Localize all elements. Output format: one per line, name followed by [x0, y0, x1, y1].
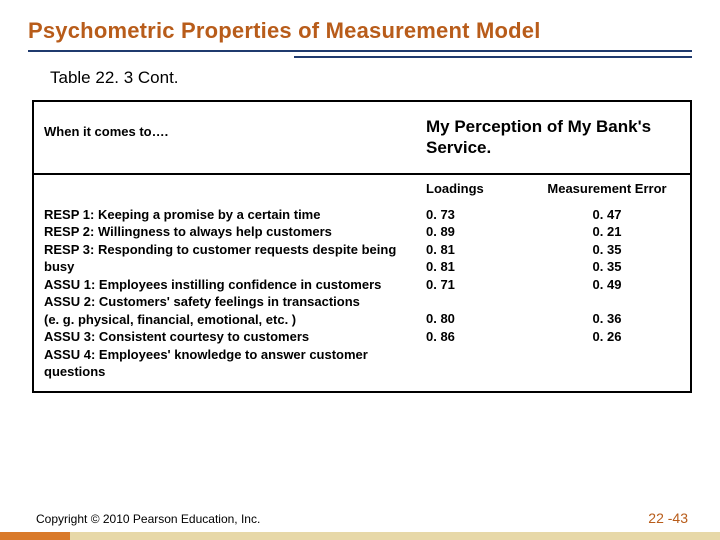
loadings-column: 0. 73 0. 89 0. 81 0. 81 0. 71 0. 80 0. 8…	[414, 206, 524, 381]
table-row: RESP 2: Willingness to always help custo…	[44, 223, 414, 241]
error-value: 0. 26	[524, 328, 690, 346]
table-body: RESP 1: Keeping a promise by a certain t…	[34, 204, 690, 391]
header-stem: When it comes to….	[34, 102, 414, 173]
table-row: ASSU 3: Consistent courtesy to customers	[44, 328, 414, 346]
error-value: 0. 21	[524, 223, 690, 241]
error-value: 0. 35	[524, 241, 690, 259]
table-row: ASSU 1: Employees instilling confidence …	[44, 276, 414, 294]
table-row: ASSU 4: Employees' knowledge to answer c…	[44, 346, 414, 381]
slide-footer: Copyright © 2010 Pearson Education, Inc.…	[0, 506, 720, 540]
header-perception: My Perception of My Bank's Service.	[414, 102, 690, 173]
table-row-note: (e. g. physical, financial, emotional, e…	[44, 311, 414, 329]
loading-value: 0. 89	[426, 223, 524, 241]
error-value: 0. 47	[524, 206, 690, 224]
slide: Psychometric Properties of Measurement M…	[0, 0, 720, 540]
loading-value: 0. 81	[426, 258, 524, 276]
table-header-row: When it comes to…. My Perception of My B…	[34, 102, 690, 175]
bottom-accent-strip	[0, 532, 720, 540]
table-caption: Table 22. 3 Cont.	[50, 68, 692, 88]
loading-value: 0. 73	[426, 206, 524, 224]
loading-value: 0. 86	[426, 328, 524, 346]
error-value: 0. 35	[524, 258, 690, 276]
data-table: When it comes to…. My Perception of My B…	[32, 100, 692, 393]
items-column: RESP 1: Keeping a promise by a certain t…	[34, 206, 414, 381]
col-loadings-header: Loadings	[414, 181, 524, 196]
table-row: RESP 1: Keeping a promise by a certain t…	[44, 206, 414, 224]
title-rule	[28, 50, 692, 60]
error-column: 0. 47 0. 21 0. 35 0. 35 0. 49 0. 36 0. 2…	[524, 206, 690, 381]
error-value: 0. 49	[524, 276, 690, 294]
col-error-header: Measurement Error	[524, 181, 690, 196]
table-row: ASSU 2: Customers' safety feelings in tr…	[44, 293, 414, 311]
error-value: 0. 36	[524, 310, 690, 328]
page-number: 22 -43	[648, 510, 688, 526]
loading-value: 0. 80	[426, 310, 524, 328]
loading-value: 0. 71	[426, 276, 524, 294]
table-subheader: Loadings Measurement Error	[34, 175, 690, 204]
table-row: RESP 3: Responding to customer requests …	[44, 241, 414, 276]
loading-value: 0. 81	[426, 241, 524, 259]
copyright-text: Copyright © 2010 Pearson Education, Inc.	[36, 512, 260, 526]
slide-title: Psychometric Properties of Measurement M…	[28, 18, 692, 44]
